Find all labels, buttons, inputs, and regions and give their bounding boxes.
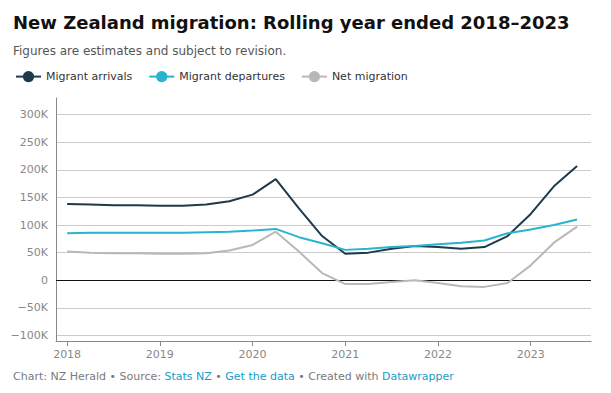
svg-text:250K: 250K <box>20 136 49 149</box>
svg-text:−100K: −100K <box>11 329 49 342</box>
svg-text:New Zealand migration: Rolling: New Zealand migration: Rolling year ende… <box>13 12 570 33</box>
svg-text:Chart: NZ Herald • Source:: Chart: NZ Herald • Source: <box>13 370 165 383</box>
svg-text:2023: 2023 <box>517 348 545 361</box>
svg-text:2021: 2021 <box>331 348 359 361</box>
svg-text:300K: 300K <box>20 108 49 121</box>
svg-text:200K: 200K <box>20 163 49 176</box>
svg-text:Net migration: Net migration <box>332 70 408 83</box>
svg-text:Migrant departures: Migrant departures <box>179 70 285 83</box>
svg-text:Stats NZ: Stats NZ <box>164 370 212 383</box>
svg-text:−50K: −50K <box>18 301 49 314</box>
svg-text:Get the data: Get the data <box>225 370 294 383</box>
svg-text:• Created with: • Created with <box>295 370 382 383</box>
svg-text:•: • <box>212 370 225 383</box>
svg-text:100K: 100K <box>20 219 49 232</box>
svg-text:50K: 50K <box>27 246 49 259</box>
svg-text:Datawrapper: Datawrapper <box>382 370 454 383</box>
svg-text:2022: 2022 <box>424 348 452 361</box>
svg-text:Migrant arrivals: Migrant arrivals <box>46 70 133 83</box>
svg-text:Figures are estimates and subj: Figures are estimates and subject to rev… <box>13 44 286 58</box>
svg-text:2020: 2020 <box>239 348 267 361</box>
svg-text:2019: 2019 <box>146 348 174 361</box>
svg-text:150K: 150K <box>20 191 49 204</box>
svg-text:2018: 2018 <box>53 348 81 361</box>
svg-text:0: 0 <box>41 274 48 287</box>
